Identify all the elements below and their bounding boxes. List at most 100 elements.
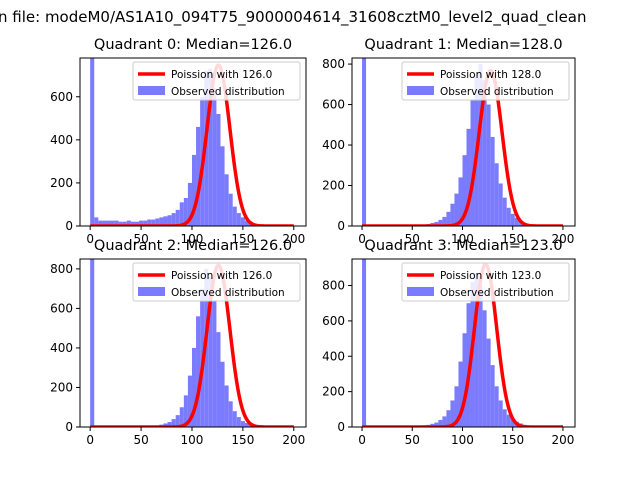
- x-tick-label: 150: [501, 433, 524, 447]
- histogram-bar: [106, 220, 111, 226]
- legend-hist-swatch: [407, 287, 434, 296]
- histogram-bar: [102, 220, 107, 226]
- histogram-bar: [514, 217, 519, 226]
- legend: Poission with 123.0 Observed distribution: [401, 262, 570, 302]
- histogram-bar: [183, 395, 188, 427]
- x-tick-label: 150: [231, 433, 254, 447]
- histogram-bar: [98, 220, 103, 226]
- y-tick-label: 800: [322, 57, 345, 71]
- legend-fit-label: Poission with 123.0: [440, 270, 541, 282]
- histogram-bar: [236, 213, 241, 226]
- y-tick-label: 400: [50, 133, 73, 147]
- x-tick-label: 50: [133, 433, 148, 447]
- histogram-bar: [216, 332, 221, 427]
- histogram-bar: [458, 361, 463, 427]
- histogram-bar: [474, 273, 479, 427]
- histogram-bar: [90, 58, 95, 226]
- histogram-bar: [434, 422, 439, 427]
- histogram-bar: [446, 211, 451, 226]
- y-tick-label: 800: [50, 262, 73, 276]
- subplot-quadrant-2: Quadrant 2: Median=126.0 0 50 100 150 200 0 200…: [50, 238, 307, 447]
- y-tick-label: 200: [50, 176, 73, 190]
- y-tick-label: 200: [322, 179, 345, 193]
- histogram-bar: [232, 206, 237, 226]
- y-tick-label: 600: [322, 98, 345, 112]
- histogram-bar: [506, 414, 511, 427]
- x-tick-label: 100: [181, 232, 204, 246]
- x-tick-label: 0: [358, 232, 366, 246]
- histogram-bar: [438, 219, 443, 226]
- histogram-bar: [506, 207, 511, 226]
- histogram-bar: [478, 285, 483, 427]
- histogram-bar: [494, 386, 499, 427]
- histogram-bar: [163, 423, 168, 427]
- y-tick-label: 400: [322, 138, 345, 152]
- x-tick-label: 150: [501, 232, 524, 246]
- histogram-bar: [212, 300, 217, 427]
- panel-title: Quadrant 2: Median=126.0: [94, 238, 292, 254]
- histogram-bar: [494, 163, 499, 226]
- histogram-bar: [502, 197, 507, 226]
- histogram-bar: [240, 217, 245, 226]
- histogram-bar: [450, 400, 455, 427]
- histogram-bar: [212, 88, 217, 226]
- figure-suptitle: n file: modeM0/AS1A10_094T75_9000004614_…: [0, 8, 587, 27]
- subplot-grid: Quadrant 0: Median=126.0 0 50 100 150 200 0 200…: [50, 37, 576, 447]
- axes-frame: [79, 57, 307, 227]
- histogram-bar: [175, 415, 180, 427]
- legend-hist-label: Observed distribution: [440, 287, 554, 299]
- x-tick-label: 150: [231, 232, 254, 246]
- legend: Poission with 126.0 Observed distribution: [132, 262, 301, 302]
- histogram-bar: [510, 419, 515, 427]
- histogram-bar: [458, 177, 463, 226]
- x-tick-label: 200: [282, 232, 305, 246]
- y-tick-label: 200: [322, 385, 345, 399]
- histogram-bar: [498, 183, 503, 226]
- histogram-bar: [139, 220, 144, 226]
- histogram-bar: [171, 419, 176, 427]
- histogram-bar: [143, 220, 148, 226]
- histogram-bar: [224, 174, 229, 226]
- histogram-bar: [450, 203, 455, 226]
- histogram-bar: [183, 198, 188, 226]
- panel-title: Quadrant 3: Median=123.0: [364, 238, 562, 254]
- histogram-bar: [470, 100, 475, 226]
- histogram-bar: [236, 417, 241, 427]
- axes-frame: [351, 57, 576, 227]
- histogram-bar: [502, 409, 507, 427]
- histogram-bar: [94, 217, 99, 226]
- histogram-bar: [159, 217, 164, 226]
- y-tick-label: 800: [322, 279, 345, 293]
- legend-hist-label: Observed distribution: [440, 86, 554, 98]
- x-tick-label: 0: [358, 433, 366, 447]
- histogram-bar: [208, 68, 213, 226]
- histogram-bar: [490, 365, 495, 427]
- histogram-bar: [232, 411, 237, 427]
- histogram-bar: [220, 146, 225, 226]
- y-tick-label: 0: [337, 219, 345, 233]
- legend-hist-swatch: [138, 86, 165, 95]
- histogram-bar: [434, 221, 439, 226]
- x-tick-label: 100: [451, 232, 474, 246]
- histogram-bar: [196, 316, 201, 427]
- histogram-bar: [171, 213, 176, 226]
- x-tick-label: 100: [181, 433, 204, 447]
- histogram-bar: [244, 220, 249, 226]
- histogram-bar: [228, 193, 233, 226]
- histogram-bar: [179, 407, 184, 427]
- y-tick-label: 200: [50, 380, 73, 394]
- x-tick-label: 200: [551, 232, 574, 246]
- histogram-bar: [187, 182, 192, 226]
- histogram-bar: [187, 375, 192, 427]
- histogram-bar: [362, 58, 367, 226]
- legend-fit-label: Poission with 126.0: [171, 270, 272, 282]
- y-tick-label: 600: [322, 314, 345, 328]
- histogram-bar: [179, 202, 184, 226]
- histogram-bar: [216, 114, 221, 226]
- subplot-quadrant-0: Quadrant 0: Median=126.0 0 50 100 150 200 0 200…: [50, 37, 307, 246]
- y-tick-label: 600: [50, 90, 73, 104]
- histogram-bar: [191, 347, 197, 427]
- legend-fit-label: Poission with 126.0: [171, 69, 272, 81]
- legend: Poission with 126.0 Observed distribution: [132, 61, 301, 101]
- subplot-quadrant-3: Quadrant 3: Median=123.0 0 50 100 150 200 0 200…: [322, 238, 576, 447]
